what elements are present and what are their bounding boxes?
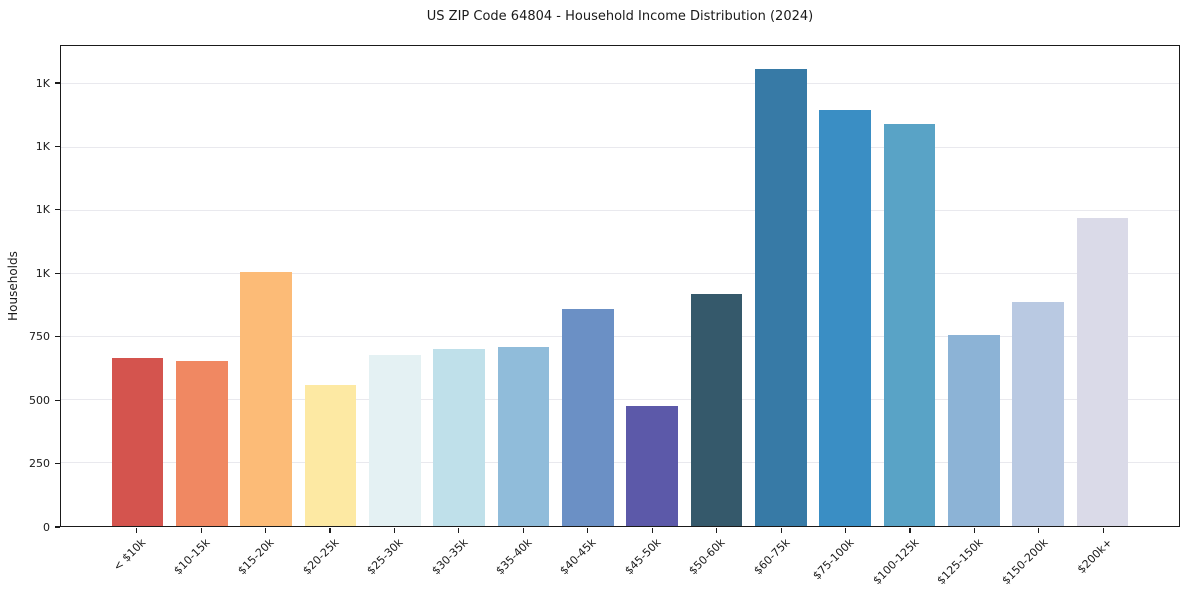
y-tick-mark <box>55 145 60 148</box>
x-tick-label-text: $30-35k <box>428 536 471 578</box>
chart-title: US ZIP Code 64804 - Household Income Dis… <box>426 9 814 24</box>
y-tick-mark <box>55 462 60 465</box>
x-tick-mark <box>651 528 653 533</box>
x-tick-mark <box>200 528 202 533</box>
y-tick-label: 1K <box>35 139 50 153</box>
x-tick-label-text: $25-30k <box>364 536 406 578</box>
x-tick-mark <box>522 528 524 533</box>
x-tick-label-text: $75-100k <box>810 536 857 583</box>
bar <box>948 335 1000 526</box>
bar <box>626 406 678 526</box>
x-tick-label-text: $15-20k <box>235 536 277 578</box>
x-tick-mark <box>587 528 589 533</box>
x-tick-label-text: $150-200k <box>998 536 1051 588</box>
x-tick-label-text: $40-45k <box>557 536 599 578</box>
gridline <box>61 83 1179 85</box>
x-tick-mark <box>136 528 138 533</box>
bar <box>883 124 936 526</box>
x-tick-mark <box>329 528 331 533</box>
gridline <box>61 146 1179 148</box>
x-tick-label-text: $45-50k <box>622 536 664 578</box>
x-tick-mark <box>393 528 396 533</box>
y-tick-mark <box>55 399 60 401</box>
x-tick-label-text: $35-40k <box>493 536 535 578</box>
x-tick-label-text: $10-15k <box>171 536 213 578</box>
y-tick-label: 750 <box>29 330 50 344</box>
y-tick-mark <box>55 272 60 274</box>
gridline <box>61 399 1179 401</box>
bar <box>369 355 421 526</box>
bar <box>819 110 871 526</box>
x-tick-label-text: $100-125k <box>870 536 922 588</box>
gridline <box>61 336 1179 338</box>
x-tick-mark <box>909 528 911 533</box>
bar <box>755 68 807 526</box>
y-tick-label: 1K <box>35 76 50 90</box>
gridline <box>61 209 1179 211</box>
bar <box>304 384 357 526</box>
x-tick-mark <box>458 528 460 533</box>
bar <box>1012 302 1064 526</box>
x-tick-mark <box>973 528 976 533</box>
bar <box>240 272 292 526</box>
bar <box>111 358 164 526</box>
bar <box>562 308 614 526</box>
x-tick-label-text: < $10k <box>110 536 148 574</box>
y-tick-label: 250 <box>29 457 50 471</box>
y-tick-mark <box>55 82 60 84</box>
plot-area <box>60 45 1180 527</box>
y-tick-label: 0 <box>43 520 50 534</box>
x-tick-label-text: $60-75k <box>751 536 793 578</box>
y-tick-mark <box>55 209 60 211</box>
bar <box>497 346 550 526</box>
x-tick-mark <box>716 528 718 533</box>
gridline <box>61 462 1179 464</box>
x-tick-label-text: $125-150k <box>934 536 986 588</box>
x-tick-mark <box>780 528 782 533</box>
x-tick-label-text: $200k+ <box>1074 536 1115 577</box>
bar <box>433 349 485 526</box>
bar <box>176 360 228 526</box>
bar <box>1076 217 1129 526</box>
gridline <box>61 272 1179 274</box>
x-tick-label-text: $50-60k <box>686 536 728 578</box>
x-tick-label-text: $20-25k <box>299 536 342 578</box>
y-tick-mark <box>55 336 60 338</box>
y-tick-label: 500 <box>29 393 50 407</box>
y-tick-label: 1K <box>35 203 50 217</box>
x-tick-mark <box>1102 528 1104 533</box>
y-tick-mark <box>55 526 60 528</box>
bar <box>690 293 743 526</box>
x-tick-mark <box>844 528 847 533</box>
x-tick-mark <box>1038 528 1040 533</box>
x-tick-mark <box>264 528 267 533</box>
y-tick-label: 1K <box>35 266 50 280</box>
y-axis-label-text: Households <box>6 251 20 321</box>
